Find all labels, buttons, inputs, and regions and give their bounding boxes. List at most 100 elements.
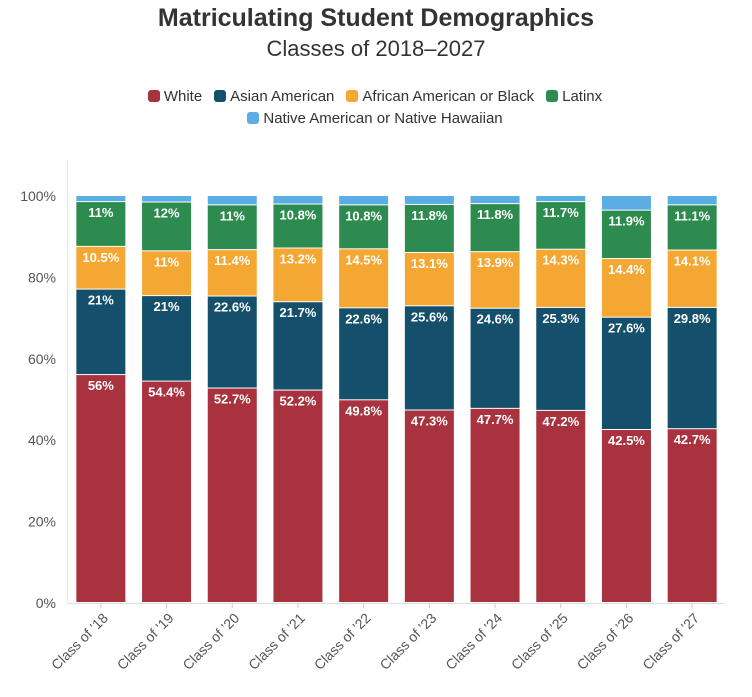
bar-segment — [273, 204, 323, 248]
x-tick-label: Class of ’19 — [114, 610, 177, 673]
legend-label: Asian American — [230, 88, 335, 105]
bar-segment — [142, 381, 192, 602]
bar-segment — [470, 196, 520, 204]
legend-item: Native American or Native Hawaiian — [247, 108, 503, 130]
bar-segment — [207, 388, 257, 602]
x-tick-label: Class of ’27 — [639, 610, 702, 673]
data-label: 10.8% — [280, 208, 317, 223]
y-tick-label: 40% — [28, 432, 56, 448]
bar-segment — [207, 205, 257, 250]
data-label: 49.8% — [345, 403, 382, 418]
bar-segment — [667, 250, 717, 307]
bar-segment — [667, 429, 717, 602]
chart-subtitle: Classes of 2018–2027 — [266, 36, 486, 61]
bar-segment — [470, 252, 520, 308]
x-tick-label: Class of ’20 — [179, 610, 242, 673]
y-tick-label: 100% — [20, 188, 56, 204]
data-label: 42.5% — [608, 433, 645, 448]
data-label: 24.6% — [477, 312, 514, 327]
x-tick-label: Class of ’18 — [48, 610, 111, 673]
data-label: 47.2% — [542, 414, 579, 429]
chart-title: Matriculating Student Demographics — [157, 4, 595, 32]
bar-segment — [536, 249, 586, 307]
data-label: 27.6% — [608, 321, 645, 336]
bar-segment — [536, 410, 586, 602]
bar-segment — [273, 248, 323, 302]
y-tick-label: 60% — [28, 351, 56, 367]
legend: White Asian American African American or B… — [90, 86, 660, 130]
data-label: 42.7% — [674, 432, 711, 447]
data-label: 14.4% — [608, 262, 645, 277]
bar-segment — [667, 205, 717, 250]
legend-label: African American or Black — [362, 88, 535, 105]
bar-segment — [142, 296, 192, 381]
bar-segment — [404, 204, 454, 252]
legend-label: Latinx — [562, 88, 603, 105]
data-label: 10.8% — [345, 208, 382, 223]
bar-segment — [536, 307, 586, 410]
x-tick-label: Class of ’24 — [442, 610, 505, 673]
bar-segment — [76, 202, 126, 246]
bar-segment — [470, 308, 520, 408]
bar-segment — [339, 308, 389, 400]
x-tick-label: Class of ’25 — [508, 610, 571, 673]
legend-swatch — [214, 90, 227, 102]
data-label: 11% — [88, 205, 114, 220]
data-label: 22.6% — [214, 300, 251, 315]
bar-segment — [470, 204, 520, 252]
data-label: 13.2% — [280, 252, 317, 267]
data-label: 25.6% — [411, 309, 448, 324]
data-label: 47.3% — [411, 413, 448, 428]
bar-segment — [142, 202, 192, 251]
bar-segment — [601, 430, 651, 602]
bar-segment — [339, 205, 389, 249]
data-label: 12% — [154, 206, 180, 221]
data-label: 21% — [88, 293, 114, 308]
data-label: 54.4% — [148, 385, 185, 400]
bar-segment — [404, 196, 454, 204]
bar-segment — [142, 196, 192, 202]
data-label: 11.4% — [214, 253, 251, 268]
bar-segment — [207, 296, 257, 388]
legend-swatch — [546, 90, 559, 102]
bar-segment — [207, 196, 257, 205]
data-label: 13.9% — [477, 255, 514, 270]
bar-segment — [273, 302, 323, 390]
legend-item: Asian American — [214, 86, 334, 108]
bar-segment — [76, 289, 126, 375]
data-label: 21% — [154, 299, 180, 314]
data-label: 47.7% — [477, 412, 514, 427]
bar-segment — [76, 196, 126, 202]
data-label: 11% — [154, 254, 180, 269]
data-label: 25.3% — [542, 311, 579, 326]
bar-segment — [207, 250, 257, 296]
legend-swatch — [346, 90, 359, 102]
bar-segment — [273, 390, 323, 602]
bar-segment — [470, 408, 520, 602]
data-label: 21.7% — [280, 305, 317, 320]
bar-segment — [273, 196, 323, 204]
bar-segment — [404, 306, 454, 410]
bar-segment — [667, 307, 717, 429]
data-label: 52.7% — [214, 392, 251, 407]
legend-swatch — [147, 90, 160, 102]
x-tick-label: Class of ’21 — [245, 610, 308, 673]
x-tick-label: Class of ’22 — [311, 610, 374, 673]
data-label: 14.3% — [542, 253, 579, 268]
y-tick-label: 80% — [28, 269, 56, 285]
legend-label: Native American or Native Hawaiian — [263, 110, 503, 127]
data-label: 14.1% — [674, 254, 711, 269]
bar-segment — [667, 196, 717, 205]
bar-segment — [601, 259, 651, 317]
legend-item: White — [147, 86, 202, 108]
data-label: 11.9% — [608, 214, 645, 229]
legend-swatch — [247, 112, 260, 124]
legend-item: Latinx — [546, 86, 602, 108]
bar-segment — [76, 375, 126, 602]
y-tick-label: 20% — [28, 514, 56, 530]
x-tick-label: Class of ’23 — [376, 610, 439, 673]
data-label: 14.5% — [345, 252, 382, 267]
data-label: 29.8% — [674, 311, 711, 326]
bar-segment — [536, 196, 586, 202]
